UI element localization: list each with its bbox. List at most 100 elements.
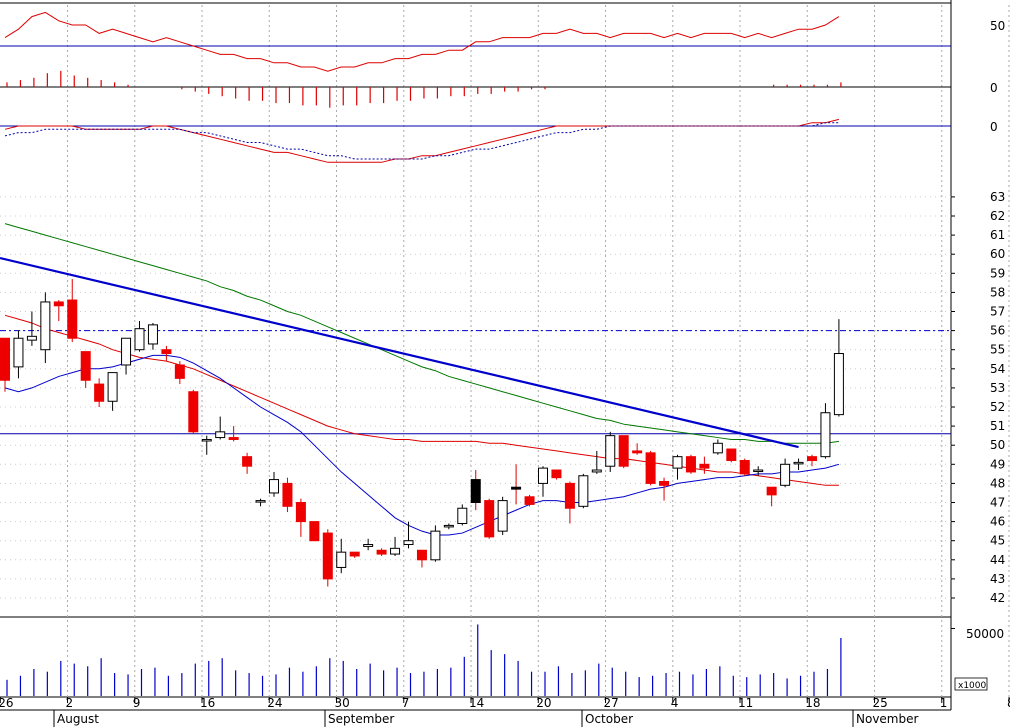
candle-body: [645, 452, 656, 484]
candle-body: [282, 482, 293, 507]
month-label: November: [856, 712, 918, 726]
macd-tick-label: 0: [990, 120, 998, 134]
candle-body: [833, 353, 844, 416]
price-tick-label: 55: [990, 343, 1005, 357]
candle-body: [564, 482, 575, 509]
candle-body: [80, 351, 91, 381]
price-tick-label: 58: [990, 285, 1005, 299]
candle-body: [685, 456, 696, 473]
price-tick-label: 52: [990, 400, 1005, 414]
price-tick-label: 61: [990, 228, 1005, 242]
candle-body: [511, 486, 522, 490]
moving-average-short: [4, 354, 840, 536]
price-tick-label: 59: [990, 266, 1005, 280]
candle-body: [457, 507, 468, 525]
histogram-panel: [0, 70, 951, 108]
candle-body: [26, 335, 37, 341]
volume-unit-label: x1000: [958, 681, 987, 691]
candle-body: [174, 364, 185, 379]
candle-body: [349, 551, 360, 557]
candle-body: [121, 337, 132, 366]
candle-body: [403, 540, 414, 546]
candle-body: [188, 391, 199, 433]
candle-body: [53, 301, 64, 307]
oscillator-tick-label: 50: [990, 19, 1005, 33]
candle-body: [753, 469, 764, 473]
candle-body: [632, 450, 643, 454]
candle-body: [322, 532, 333, 580]
candle-body: [470, 479, 481, 503]
horizontal-gridlines: [0, 196, 951, 599]
date-tick-label: 1: [940, 696, 948, 710]
candle-body: [807, 456, 817, 461]
candle-body: [269, 479, 279, 494]
date-tick-label: 2: [66, 696, 74, 710]
candle-body: [551, 469, 562, 479]
price-tick-label: 60: [990, 247, 1005, 261]
candle-body: [591, 469, 602, 473]
candle-body: [107, 372, 118, 402]
volume-unit-box: [954, 677, 988, 691]
candle-body: [484, 500, 495, 538]
candle-body: [67, 299, 78, 339]
candle-body: [336, 551, 347, 568]
histogram-tick-label: 0: [990, 81, 998, 95]
date-tick-label: 30: [335, 696, 350, 710]
candle-body: [13, 337, 24, 368]
candle-body: [739, 459, 750, 475]
candle-body: [726, 448, 737, 461]
date-tick-label: 4: [671, 696, 679, 710]
candle-body: [201, 438, 212, 442]
price-tick-label: 63: [990, 190, 1005, 204]
candle-body: [659, 480, 670, 486]
date-tick-label: 20: [536, 696, 551, 710]
price-tick-label: 50: [990, 438, 1005, 452]
macd-line: [4, 118, 840, 163]
candle-body: [497, 500, 508, 532]
candle-body: [0, 337, 10, 381]
date-tick-label: 18: [805, 696, 820, 710]
axis-labels: 26291624307142027411182518AugustSeptembe…: [0, 19, 1010, 727]
candle-body: [766, 486, 777, 496]
price-tick-label: 54: [990, 362, 1005, 376]
date-tick-label: 25: [873, 696, 888, 710]
vertical-gridlines: [67, 5, 1010, 697]
date-tick-label: 14: [469, 696, 484, 710]
candle-body: [618, 435, 629, 467]
price-tick-label: 62: [990, 209, 1005, 223]
candle-body: [255, 500, 266, 503]
candle-body: [376, 549, 387, 555]
date-tick-label: 8: [1007, 696, 1010, 710]
volume-tick-label: 50000: [966, 627, 1004, 641]
price-tick-label: 56: [990, 324, 1005, 338]
price-tick-label: 46: [990, 515, 1005, 529]
candle-body: [430, 530, 441, 561]
price-tick-label: 49: [990, 457, 1005, 471]
date-tick-label: 7: [402, 696, 410, 710]
price-tick-label: 47: [990, 496, 1005, 510]
price-tick-label: 42: [990, 591, 1005, 605]
price-tick-label: 57: [990, 305, 1005, 319]
candle-body: [147, 324, 158, 345]
candle-body: [443, 524, 454, 528]
price-tick-label: 45: [990, 534, 1005, 548]
oscillator-line: [4, 11, 840, 72]
downtrend-line: [0, 256, 799, 449]
candle-body: [295, 502, 306, 523]
volume-panel: [6, 624, 842, 696]
price-panel: [0, 223, 951, 587]
candle-body: [416, 549, 427, 561]
candle-body: [780, 463, 791, 486]
candle-body: [672, 456, 683, 469]
candle-body: [820, 412, 831, 458]
candle-body: [605, 435, 616, 467]
date-tick-label: 26: [0, 696, 14, 710]
candle-body: [242, 456, 253, 467]
date-tick-label: 9: [133, 696, 141, 710]
price-tick-label: 48: [990, 476, 1005, 490]
price-tick-label: 44: [990, 553, 1005, 567]
macd-signal-line: [4, 122, 839, 160]
candle-body: [538, 467, 548, 484]
price-tick-label: 43: [990, 572, 1005, 586]
